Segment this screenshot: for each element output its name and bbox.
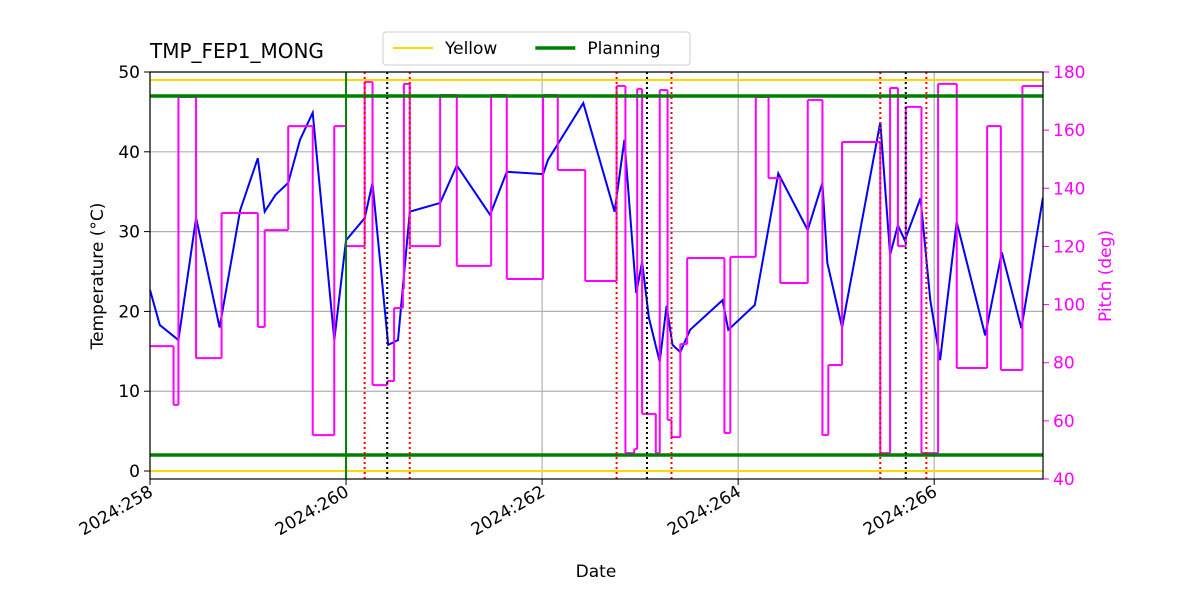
- legend-label: Planning: [587, 39, 660, 59]
- y2-tick-label: 40: [1053, 470, 1075, 490]
- y2-axis-label: Pitch (deg): [1096, 230, 1116, 322]
- y-tick-label: 20: [118, 302, 140, 322]
- y2-tick-label: 80: [1053, 354, 1075, 374]
- chart-title: TMP_FEP1_MONG: [149, 39, 324, 63]
- x-tick-label: 2024:266: [860, 482, 941, 540]
- line-series: [150, 100, 1043, 362]
- y2-tick-label: 180: [1053, 63, 1085, 83]
- axes-frame: [149, 71, 1044, 480]
- x-tick-label: 2024:264: [664, 482, 745, 540]
- y-tick-label: 40: [118, 143, 140, 163]
- y-tick-label: 10: [118, 382, 140, 402]
- y2-tick-label: 160: [1053, 121, 1085, 141]
- x-axis-label: Date: [576, 562, 617, 582]
- y2-tick-label: 60: [1053, 412, 1075, 432]
- y2-tick-label: 120: [1053, 237, 1085, 257]
- x-tick-label: 2024:260: [272, 482, 353, 540]
- x-tick-label: 2024:258: [76, 482, 157, 540]
- legend-label: Yellow: [444, 39, 497, 59]
- plot-area: [150, 72, 1043, 479]
- y-axis-label: Temperature (°C): [88, 203, 108, 351]
- y-tick-label: 30: [118, 223, 140, 243]
- x-tick-label: 2024:262: [468, 482, 549, 540]
- y-tick-label: 0: [129, 462, 140, 482]
- y2-tick-label: 140: [1053, 179, 1085, 199]
- y-tick-label: 50: [118, 63, 140, 83]
- y2-tick-label: 100: [1053, 296, 1085, 316]
